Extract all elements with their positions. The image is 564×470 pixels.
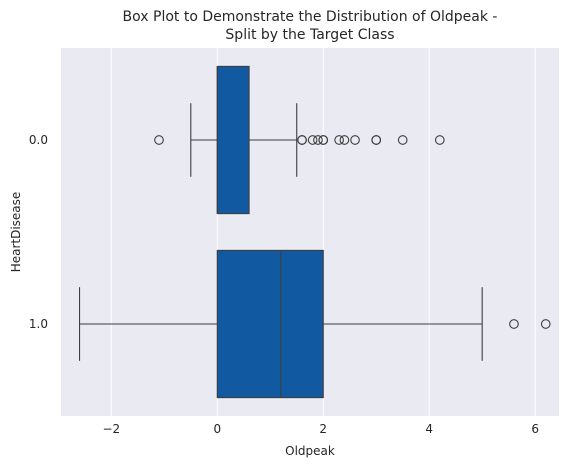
outlier-point (318, 135, 329, 145)
outlier-point (397, 135, 408, 145)
outlier-point (339, 135, 350, 145)
x-tick-label: 0 (213, 422, 221, 436)
outlier-point (350, 135, 360, 145)
outlier-point (371, 135, 382, 145)
y-axis-label: HeartDisease (9, 192, 23, 273)
outlier-point (307, 135, 318, 145)
box-layer (78, 65, 551, 399)
chart-title-line-1: Box Plot to Demonstrate the Distribution… (123, 9, 498, 25)
outlier-point (509, 319, 519, 329)
x-tick-label: −2 (102, 422, 120, 436)
tick-layer: −2 0 2 4 6 0.0 1.0 (29, 133, 539, 436)
x-tick-label: 4 (425, 422, 433, 436)
outlier-point (540, 319, 551, 329)
box (216, 65, 250, 215)
outlier-point (154, 135, 164, 145)
outlier-point (334, 135, 344, 145)
x-tick-label: 2 (319, 422, 327, 436)
outlier-point (434, 135, 445, 145)
outlier-point (297, 135, 307, 145)
x-tick-label: 6 (531, 422, 539, 436)
box (216, 249, 324, 399)
y-tick-label: 0.0 (29, 133, 48, 147)
y-tick-label: 1.0 (29, 317, 48, 331)
chart-title-line-2: Split by the Target Class (225, 27, 394, 43)
x-axis-label: Oldpeak (285, 444, 335, 458)
outlier-point (313, 135, 323, 145)
